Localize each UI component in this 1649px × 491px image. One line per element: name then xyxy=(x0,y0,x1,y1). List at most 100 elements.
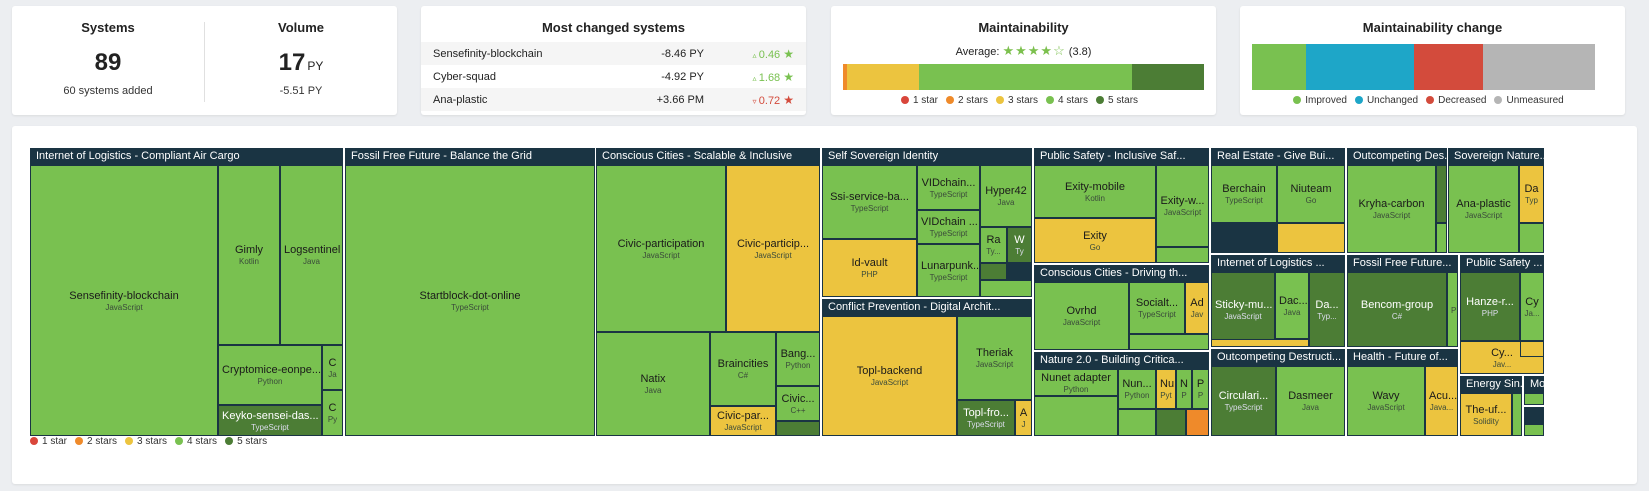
system-tile[interactable]: VIDchain ... TypeScript xyxy=(917,210,980,244)
system-tile[interactable]: Dac... Java xyxy=(1275,272,1309,339)
system-tile[interactable]: Ana-plastic JavaScript xyxy=(1448,165,1519,253)
system-tile[interactable]: Startblock-dot-online TypeScript xyxy=(345,165,595,436)
stars-segment-5[interactable] xyxy=(1131,64,1204,90)
change-segment-improved[interactable] xyxy=(1252,44,1307,90)
system-tile[interactable] xyxy=(1512,393,1522,436)
system-tile[interactable]: Lunarpunk... TypeScript xyxy=(917,244,980,297)
system-tile[interactable]: Theriak JavaScript xyxy=(957,316,1032,400)
system-tile[interactable]: Cryptomice-eonpe... Python xyxy=(218,345,322,405)
system-tile[interactable]: VIDchain... TypeScript xyxy=(917,165,980,210)
system-tile[interactable] xyxy=(776,421,820,436)
systems-stat[interactable]: Systems 89 60 systems added xyxy=(12,6,204,115)
group-header[interactable]: Internet of Logistics - Compliant Air Ca… xyxy=(36,150,240,162)
system-tile[interactable]: P xyxy=(1447,272,1458,347)
system-tile[interactable]: Wavy JavaScript xyxy=(1347,366,1425,436)
group-header[interactable]: Internet of Logistics ... xyxy=(1217,257,1325,269)
group-header[interactable]: Fossil Free Future... xyxy=(1353,257,1452,269)
group-header[interactable]: Fossil Free Future - Balance the Grid xyxy=(351,150,532,162)
system-tile[interactable]: Kryha-carbon JavaScript xyxy=(1347,165,1436,253)
group-header[interactable]: Nature 2.0 - Building Critica... xyxy=(1040,354,1184,366)
system-tile[interactable]: Ovrhd JavaScript xyxy=(1034,282,1129,350)
change-segment-unchanged[interactable] xyxy=(1306,44,1415,90)
system-tile[interactable] xyxy=(1277,223,1345,253)
system-tile[interactable]: Sensefinity-blockchain JavaScript xyxy=(30,165,218,436)
system-tile[interactable]: Gimly Kotlin xyxy=(218,165,280,345)
system-tile[interactable]: Da... Typ... xyxy=(1309,272,1345,347)
system-tile[interactable]: Nunet adapter Python xyxy=(1034,369,1118,396)
group-header[interactable]: Conflict Prevention - Digital Archit... xyxy=(828,301,1001,313)
system-tile[interactable]: C Ja xyxy=(322,345,343,390)
system-tile[interactable] xyxy=(1211,339,1309,347)
system-tile[interactable]: Dasmeer Java xyxy=(1276,366,1345,436)
group-header[interactable]: Sovereign Nature... xyxy=(1454,150,1544,162)
system-tile[interactable]: Nun... Python xyxy=(1118,369,1156,409)
system-tile[interactable]: Ad Jav xyxy=(1185,282,1209,334)
system-tile[interactable] xyxy=(1129,334,1209,350)
group-header[interactable]: Outcompeting Des... xyxy=(1353,150,1447,162)
system-tile[interactable] xyxy=(1519,223,1544,253)
system-tile[interactable]: Da Typ xyxy=(1519,165,1544,223)
system-tile[interactable]: Logsentinel Java xyxy=(280,165,343,345)
change-segment-unmeasured[interactable] xyxy=(1483,44,1595,90)
system-tile[interactable]: Braincities C# xyxy=(710,332,776,406)
group-header[interactable]: Public Safety ... xyxy=(1466,257,1543,269)
system-tile[interactable]: W Ty xyxy=(1007,227,1032,263)
system-tile[interactable]: The-uf... Solidity xyxy=(1460,393,1512,436)
system-tile[interactable] xyxy=(1156,247,1209,263)
system-tile[interactable] xyxy=(980,263,1007,280)
system-tile[interactable] xyxy=(1156,409,1186,436)
system-tile[interactable]: Civic-par... JavaScript xyxy=(710,406,776,436)
system-tile[interactable] xyxy=(1118,409,1156,436)
stars-segment-2[interactable] xyxy=(843,64,847,90)
system-tile[interactable]: Civic... C++ xyxy=(776,386,820,421)
system-tile[interactable]: Topl-backend JavaScript xyxy=(822,316,957,436)
volume-stat[interactable]: Volume 17 PY -5.51 PY xyxy=(205,6,397,115)
group-header[interactable]: Self Sovereign Identity xyxy=(828,150,939,162)
system-tile[interactable] xyxy=(1436,223,1447,253)
system-tile[interactable]: Socialt... TypeScript xyxy=(1129,282,1185,334)
group-header[interactable]: Outcompeting Destructi... xyxy=(1217,351,1342,363)
system-tile[interactable]: Keyko-sensei-das... TypeScript xyxy=(218,405,322,436)
system-tile[interactable]: Bencom-group C# xyxy=(1347,272,1447,347)
changed-row[interactable]: Sensefinity-blockchain -8.46 PY ▵ 0.46 ★ xyxy=(421,42,806,65)
system-tile[interactable]: Bang... Python xyxy=(776,332,820,386)
system-tile[interactable]: Ra Ty... xyxy=(980,227,1007,263)
system-tile[interactable]: Civic-participation JavaScript xyxy=(596,165,726,332)
group-header[interactable]: Conscious Cities - Driving th... xyxy=(1040,267,1188,279)
system-tile[interactable]: C Py xyxy=(322,390,343,436)
system-tile[interactable]: Id-vault PHP xyxy=(822,239,917,297)
system-tile[interactable]: Exity-w... JavaScript xyxy=(1156,165,1209,247)
system-tile[interactable] xyxy=(1436,165,1447,223)
stars-segment-4[interactable] xyxy=(918,64,1132,90)
system-tile[interactable] xyxy=(1520,341,1544,357)
system-tile[interactable]: Exity Go xyxy=(1034,218,1156,263)
system-tile[interactable] xyxy=(1524,424,1544,436)
changed-row[interactable]: Ana-plastic +3.66 PM ▿ 0.72 ★ xyxy=(421,88,806,111)
group-header[interactable]: Health - Future of... xyxy=(1353,351,1448,363)
system-tile[interactable]: Niuteam Go xyxy=(1277,165,1345,223)
group-header[interactable]: Conscious Cities - Scalable & Inclusive xyxy=(602,150,793,162)
change-segment-decreased[interactable] xyxy=(1414,44,1484,90)
system-tile[interactable]: Nu Pyt xyxy=(1156,369,1176,409)
system-tile[interactable]: Hyper42 Java xyxy=(980,165,1032,227)
system-tile[interactable] xyxy=(980,280,1032,297)
system-tile[interactable]: Hanze-r... PHP xyxy=(1460,272,1520,341)
system-tile[interactable]: Ssi-service-ba... TypeScript xyxy=(822,165,917,239)
system-tile[interactable]: Acu... Java... xyxy=(1425,366,1458,436)
system-tile[interactable]: Berchain TypeScript xyxy=(1211,165,1277,223)
system-tile[interactable]: Sticky-mu... JavaScript xyxy=(1211,272,1275,347)
system-tile[interactable]: Topl-fro... TypeScript xyxy=(957,400,1015,436)
system-tile[interactable] xyxy=(1186,409,1209,436)
system-tile[interactable]: Circulari... TypeScript xyxy=(1211,366,1276,436)
system-tile[interactable]: Exity-mobile Kotlin xyxy=(1034,165,1156,218)
system-tile[interactable] xyxy=(1524,393,1544,405)
group-header[interactable]: Public Safety - Inclusive Saf... xyxy=(1040,150,1186,162)
maintainability-change-bar[interactable] xyxy=(1252,44,1613,90)
system-tile[interactable]: Civic-particip... JavaScript xyxy=(726,165,820,332)
changed-row[interactable]: Cyber-squad -4.92 PY ▵ 1.68 ★ xyxy=(421,65,806,88)
group-header[interactable] xyxy=(1524,407,1544,424)
group-header[interactable]: Energy Sin... xyxy=(1466,378,1522,390)
